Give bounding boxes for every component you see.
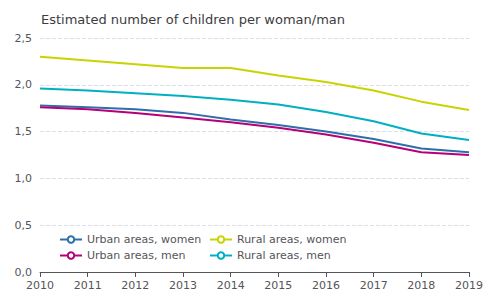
svg-text:2012: 2012 <box>121 279 149 292</box>
svg-text:Rural areas, women: Rural areas, women <box>237 233 346 246</box>
svg-text:2014: 2014 <box>217 279 245 292</box>
svg-text:Estimated number of children p: Estimated number of children per woman/m… <box>41 12 345 27</box>
svg-text:2010: 2010 <box>26 279 54 292</box>
svg-text:2013: 2013 <box>169 279 197 292</box>
svg-text:2016: 2016 <box>312 279 340 292</box>
svg-text:0,0: 0,0 <box>15 266 33 279</box>
svg-text:2018: 2018 <box>407 279 435 292</box>
svg-text:2017: 2017 <box>360 279 388 292</box>
svg-text:Urban areas, men: Urban areas, men <box>87 249 186 262</box>
svg-text:1,0: 1,0 <box>15 172 33 185</box>
svg-text:2,0: 2,0 <box>15 78 33 91</box>
svg-text:Urban areas, women: Urban areas, women <box>87 233 201 246</box>
svg-text:2015: 2015 <box>264 279 292 292</box>
svg-text:2,5: 2,5 <box>15 32 33 45</box>
svg-text:Rural areas, men: Rural areas, men <box>237 249 331 262</box>
svg-text:2011: 2011 <box>74 279 102 292</box>
svg-text:2019: 2019 <box>455 279 483 292</box>
svg-text:0,5: 0,5 <box>15 219 33 232</box>
svg-text:1,5: 1,5 <box>15 125 33 138</box>
